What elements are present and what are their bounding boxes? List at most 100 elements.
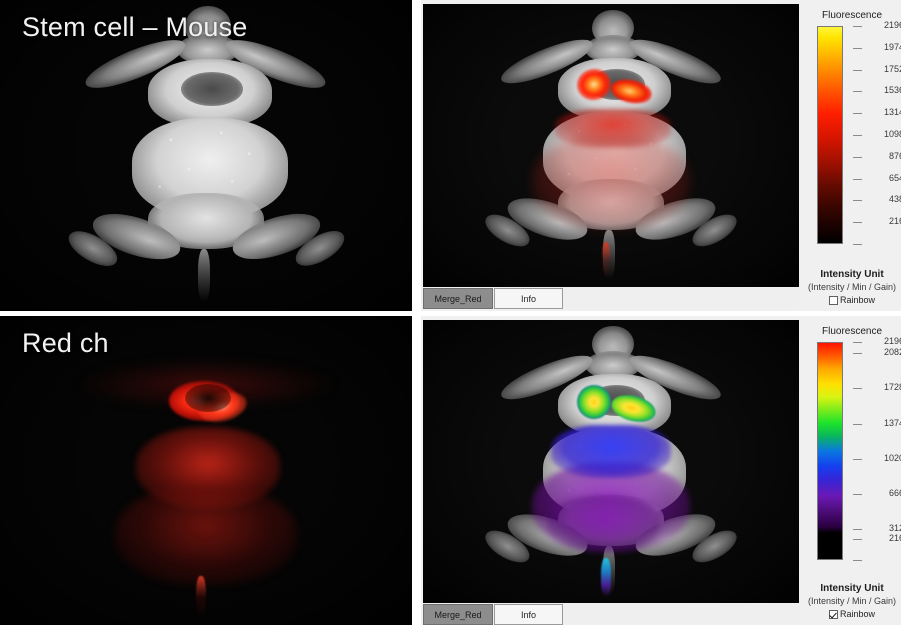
panel-top-left: Stem cell – Mouse [0,0,412,311]
colorbar-rainbow [817,342,843,560]
colorbar-tick: 6540 [853,172,901,184]
tick-value: 21960 [883,20,901,30]
colorbar-tick: 17520 [853,63,901,75]
mouse-tail [197,248,211,302]
tick-dash [853,47,862,49]
tick-value: 6540 [888,172,901,183]
viewer-toolbar-top: Merge_Red Info [423,288,799,309]
mouse-organ-dark [181,71,244,106]
colorbar-tick: 21960 [853,20,901,31]
viewer-toolbar-bottom: Merge_Red Info [423,604,799,625]
tick-dash [853,135,862,136]
rainbow-toggle-bottom[interactable]: Rainbow [803,609,901,619]
rainbow-toggle-top[interactable]: Rainbow [803,295,901,305]
tick-dash [853,388,862,390]
tick-dash [853,156,862,158]
rainbow-checkbox[interactable] [828,609,838,619]
info-button[interactable]: Info [494,288,563,309]
tick-dash [853,222,862,224]
colorbar-tick: 15360 [853,85,901,96]
rainbow-overlay-blue [550,424,672,479]
red-glow-lower [115,485,297,585]
colorbar-tick: 13140 [853,107,901,118]
red-glow-tail [195,575,206,619]
colorbar-wrap: 21960 19740 17520 15360 13140 10980 8760 6540 43… [817,20,901,311]
tick-value: 15360 [883,85,901,96]
tick-dash [853,529,862,531]
tick-dash [853,113,862,115]
hot-overlay-hotspot-right [609,76,655,108]
colorbar-tick: 2160 [853,533,901,544]
tick-value: 3120 [888,523,901,534]
colorbar-tick: 20820 [853,347,901,358]
intensity-unit-title: Intensity Unit [820,583,884,594]
tick-value: 2160 [888,216,901,227]
tick-value: 20820 [883,347,901,358]
colorbar-tick: 3120 [853,523,901,534]
hot-overlay-hotspot-left [574,66,614,103]
tick-value: 17520 [883,63,901,74]
tick-dash [853,91,862,93]
rainbow-overlay-hotspot-left [574,382,614,422]
rainbow-checkbox[interactable] [828,295,838,305]
hot-overlay-diffuse [532,134,690,231]
tick-value: 10200 [883,452,901,463]
legend-title: Fluorescence [821,326,883,337]
tick-value: 10980 [883,129,901,139]
merge-red-button[interactable]: Merge_Red [423,288,493,309]
panel-bottom-right: Merge_Red Info Fluorescence 2196020820 17… [421,316,901,625]
legend-footer: Intensity Unit (Intensity / Min / Gain) … [803,582,901,619]
colorbar-tick: 17280 [853,382,901,393]
tick-dash [853,493,862,495]
tick-dash [853,353,862,355]
tick-dash [853,342,862,343]
mouse-red-channel [0,316,412,625]
hot-overlay-band [554,108,672,149]
colorbar-wrap: 2196020820 17280 13740 10200 6660 31202160 0 [817,336,901,625]
legend-title: Fluorescence [821,10,883,21]
colorbar-tick: 21960 [853,336,901,347]
mouse-brightfield [0,0,412,311]
colorbar-tick: 10980 [853,129,901,140]
tick-dash [853,244,862,245]
brightfield-image: Stem cell – Mouse [0,0,412,311]
merge-red-button[interactable]: Merge_Red [423,604,493,625]
red-dark-organ [185,383,231,412]
colorbar-tick: 8760 [853,150,901,162]
rainbow-overlay-purple-lower [547,495,660,553]
rainbow-overlay-tail [601,557,611,598]
colorbar-tick: 4380 [853,194,901,205]
tick-value: 19740 [883,41,901,52]
tick-value: 6660 [888,487,901,498]
intensity-unit-title: Intensity Unit [820,269,884,280]
intensity-unit-subtitle: (Intensity / Min / Gain) [807,282,897,292]
tick-dash [853,423,862,425]
colorbar-tick: 10200 [853,452,901,464]
tick-value: 21960 [883,336,901,346]
tick-value: 17280 [883,382,901,393]
colorbar-tick: 6660 [853,487,901,499]
merged-image-rainbow[interactable] [423,320,799,603]
panel-bottom-left: Red ch [0,316,412,625]
merged-image-hot[interactable] [423,4,799,287]
tick-dash [853,458,862,460]
info-button[interactable]: Info [494,604,563,625]
tick-dash [853,560,862,561]
colorbar-tick: 2160 [853,216,901,227]
rainbow-checkbox-label: Rainbow [839,609,876,619]
tick-dash [853,26,862,27]
legend-top-right: Fluorescence 21960 19740 17520 15360 13140 10… [803,0,901,311]
colorbar-tick: 19740 [853,41,901,53]
tick-value: 4380 [888,194,901,205]
rainbow-checkbox-label: Rainbow [839,295,876,305]
colorbar-tick: 0 [853,239,901,249]
legend-bottom-right: Fluorescence 2196020820 17280 13740 10200 66… [803,316,901,625]
tick-value: 8760 [888,150,901,161]
tick-dash [853,178,862,180]
tick-value: 13740 [883,417,901,428]
colorbar-hot [817,26,843,244]
colorbar-tick: 13740 [853,417,901,429]
tick-dash [853,538,862,540]
tick-dash [853,69,862,71]
